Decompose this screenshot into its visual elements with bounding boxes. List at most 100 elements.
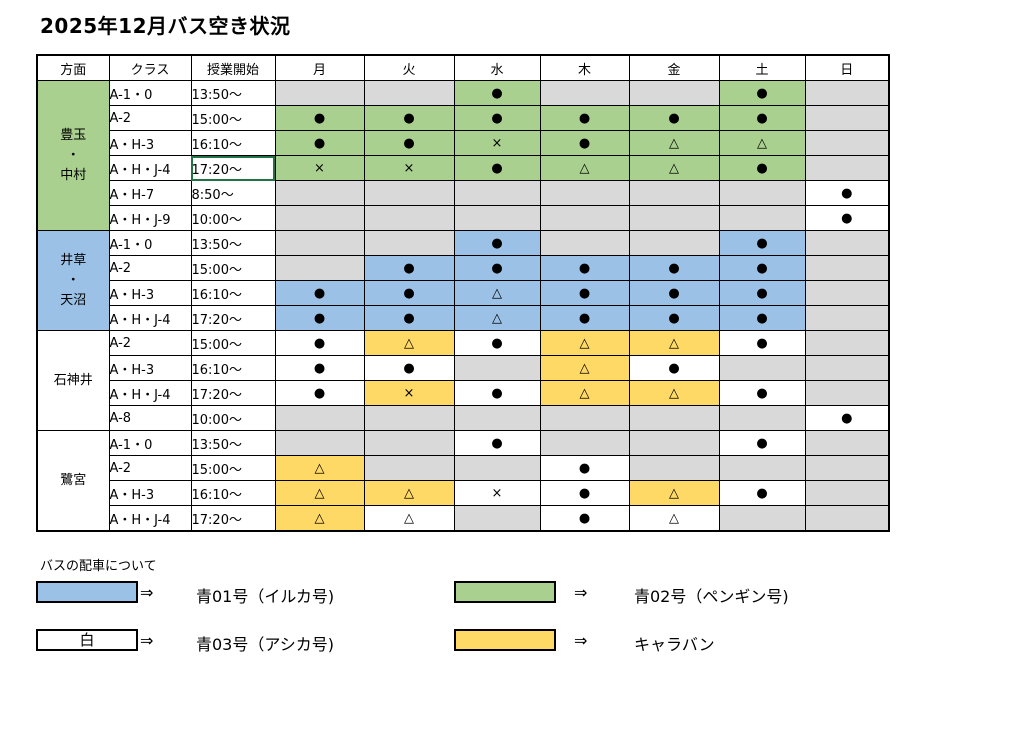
availability-cell[interactable]: △ xyxy=(628,330,720,356)
availability-cell[interactable]: × xyxy=(274,155,365,181)
availability-cell[interactable] xyxy=(539,405,630,431)
availability-cell[interactable]: △ xyxy=(539,330,630,356)
availability-cell[interactable]: ● xyxy=(718,155,806,181)
availability-cell[interactable] xyxy=(628,80,720,106)
area-cell[interactable]: 鷺宮 xyxy=(36,430,110,532)
availability-cell[interactable] xyxy=(718,205,806,231)
start-time-cell[interactable]: 17:20～ xyxy=(190,305,276,331)
availability-cell[interactable] xyxy=(363,455,455,481)
class-cell[interactable]: A・H・J-4 xyxy=(108,155,192,181)
availability-cell[interactable]: ● xyxy=(453,230,541,256)
availability-cell[interactable] xyxy=(804,455,890,481)
class-cell[interactable]: A・H・J-4 xyxy=(108,305,192,331)
class-cell[interactable]: A・H-3 xyxy=(108,480,192,506)
area-cell[interactable]: 石神井 xyxy=(36,330,110,431)
availability-cell[interactable]: × xyxy=(363,155,455,181)
availability-cell[interactable]: △ xyxy=(274,505,365,532)
availability-cell[interactable]: ● xyxy=(718,480,806,506)
availability-cell[interactable] xyxy=(453,180,541,206)
availability-cell[interactable]: ● xyxy=(539,130,630,156)
class-cell[interactable]: A・H・J-4 xyxy=(108,380,192,406)
class-cell[interactable]: A・H-3 xyxy=(108,130,192,156)
start-time-cell[interactable]: 13:50～ xyxy=(190,430,276,456)
availability-cell[interactable]: ● xyxy=(363,280,455,306)
availability-cell[interactable] xyxy=(628,455,720,481)
availability-cell[interactable]: △ xyxy=(363,505,455,532)
availability-cell[interactable]: △ xyxy=(628,130,720,156)
start-time-cell[interactable]: 16:10～ xyxy=(190,130,276,156)
availability-cell[interactable]: △ xyxy=(718,130,806,156)
start-time-cell[interactable]: 15:00～ xyxy=(190,455,276,481)
availability-cell[interactable]: ● xyxy=(539,255,630,281)
availability-cell[interactable]: ● xyxy=(363,130,455,156)
availability-cell[interactable] xyxy=(804,255,890,281)
start-time-cell[interactable]: 15:00～ xyxy=(190,255,276,281)
start-time-cell[interactable]: 15:00～ xyxy=(190,105,276,131)
availability-cell[interactable]: △ xyxy=(539,355,630,381)
availability-cell[interactable]: ● xyxy=(628,105,720,131)
availability-cell[interactable]: ● xyxy=(453,80,541,106)
start-time-cell[interactable]: 16:10～ xyxy=(190,280,276,306)
start-time-cell[interactable]: 13:50～ xyxy=(190,230,276,256)
availability-cell[interactable]: △ xyxy=(628,505,720,532)
availability-cell[interactable]: ● xyxy=(363,105,455,131)
availability-cell[interactable]: ● xyxy=(718,105,806,131)
availability-cell[interactable] xyxy=(453,455,541,481)
availability-cell[interactable]: △ xyxy=(539,380,630,406)
availability-cell[interactable]: ● xyxy=(453,380,541,406)
start-time-cell[interactable]: 17:20～ xyxy=(190,505,276,532)
start-time-cell[interactable]: 10:00～ xyxy=(190,405,276,431)
class-cell[interactable]: A・H-3 xyxy=(108,355,192,381)
availability-cell[interactable] xyxy=(804,80,890,106)
availability-cell[interactable] xyxy=(628,430,720,456)
availability-cell[interactable]: ● xyxy=(718,330,806,356)
availability-cell[interactable]: ● xyxy=(718,305,806,331)
availability-cell[interactable] xyxy=(363,230,455,256)
availability-cell[interactable]: ● xyxy=(718,280,806,306)
availability-cell[interactable] xyxy=(804,230,890,256)
availability-cell[interactable] xyxy=(274,205,365,231)
area-cell[interactable]: 井草 ・ 天沼 xyxy=(36,230,110,331)
availability-cell[interactable] xyxy=(804,430,890,456)
class-cell[interactable]: A-2 xyxy=(108,105,192,131)
availability-cell[interactable]: ● xyxy=(274,380,365,406)
availability-cell[interactable]: ● xyxy=(274,330,365,356)
availability-cell[interactable]: △ xyxy=(628,480,720,506)
availability-cell[interactable]: ● xyxy=(718,380,806,406)
availability-cell[interactable]: ● xyxy=(804,405,890,431)
class-cell[interactable]: A・H・J-4 xyxy=(108,505,192,532)
availability-cell[interactable] xyxy=(363,180,455,206)
availability-cell[interactable]: ● xyxy=(628,280,720,306)
class-cell[interactable]: A-1・0 xyxy=(108,80,192,106)
availability-cell[interactable] xyxy=(453,405,541,431)
availability-cell[interactable] xyxy=(718,455,806,481)
availability-cell[interactable] xyxy=(274,230,365,256)
availability-cell[interactable]: △ xyxy=(274,480,365,506)
availability-cell[interactable] xyxy=(804,130,890,156)
availability-cell[interactable] xyxy=(453,205,541,231)
availability-cell[interactable] xyxy=(539,230,630,256)
availability-cell[interactable] xyxy=(718,505,806,532)
availability-cell[interactable] xyxy=(804,505,890,532)
availability-cell[interactable]: △ xyxy=(628,380,720,406)
availability-cell[interactable]: △ xyxy=(363,480,455,506)
availability-cell[interactable]: ● xyxy=(718,255,806,281)
availability-cell[interactable] xyxy=(718,405,806,431)
availability-cell[interactable] xyxy=(274,180,365,206)
availability-cell[interactable] xyxy=(804,380,890,406)
availability-cell[interactable] xyxy=(804,355,890,381)
availability-cell[interactable] xyxy=(804,105,890,131)
availability-cell[interactable]: ● xyxy=(453,155,541,181)
availability-cell[interactable] xyxy=(628,230,720,256)
availability-cell[interactable] xyxy=(539,430,630,456)
availability-cell[interactable] xyxy=(363,405,455,431)
availability-cell[interactable]: ● xyxy=(363,305,455,331)
availability-cell[interactable]: ● xyxy=(718,230,806,256)
availability-cell[interactable]: ● xyxy=(274,305,365,331)
availability-cell[interactable] xyxy=(718,180,806,206)
availability-cell[interactable] xyxy=(628,180,720,206)
availability-cell[interactable]: ● xyxy=(539,480,630,506)
availability-cell[interactable] xyxy=(718,355,806,381)
availability-cell[interactable]: ● xyxy=(539,305,630,331)
class-cell[interactable]: A-2 xyxy=(108,255,192,281)
